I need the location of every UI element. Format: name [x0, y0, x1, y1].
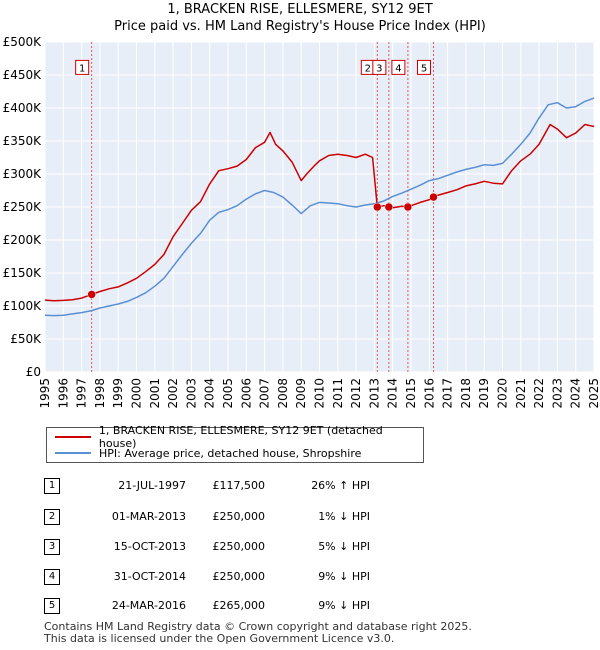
y-tick-label: £500K — [3, 35, 43, 49]
transaction-date: 24-MAR-2016 — [111, 599, 186, 612]
y-tick-label: £400K — [3, 101, 43, 115]
x-tick-label: 1998 — [93, 378, 107, 409]
table-row: 1 21-JUL-1997 £117,500 26% ↑ HPI — [0, 476, 600, 500]
sale-point — [384, 202, 394, 212]
transaction-hpi: 5% ↓ HPI — [318, 540, 370, 553]
legend: 1, BRACKEN RISE, ELLESMERE, SY12 9ET (de… — [46, 424, 424, 463]
transaction-hpi: 1% ↓ HPI — [318, 510, 370, 523]
x-tick-label: 2019 — [477, 378, 491, 409]
legend-swatch-hpi — [55, 452, 91, 454]
x-tick-label: 2002 — [166, 378, 180, 409]
transaction-date: 21-JUL-1997 — [118, 479, 186, 492]
y-tick-label: £450K — [3, 68, 43, 82]
sale-point — [87, 290, 96, 299]
x-tick-label: 2005 — [221, 378, 235, 409]
transaction-price: £250,000 — [212, 510, 266, 523]
sale-marker-box — [75, 59, 90, 75]
x-tick-label: 1997 — [75, 378, 89, 409]
transaction-hpi: 9% ↓ HPI — [318, 570, 370, 583]
transaction-number: 3 — [44, 539, 60, 555]
legend-swatch-property — [55, 436, 91, 438]
footer-copyright: Contains HM Land Registry data © Crown c… — [44, 620, 472, 633]
x-tick-label: 2004 — [203, 378, 217, 409]
transaction-date: 15-OCT-2013 — [113, 540, 186, 553]
legend-item-property: 1, BRACKEN RISE, ELLESMERE, SY12 9ET (de… — [55, 424, 423, 450]
footer-licence: This data is licensed under the Open Gov… — [44, 632, 395, 645]
x-tick-label: 2023 — [550, 378, 564, 409]
x-tick-label: 1999 — [111, 378, 125, 409]
x-tick-label: 1996 — [56, 378, 70, 409]
y-tick-label: £50K — [10, 332, 42, 346]
x-tick-label: 2007 — [258, 378, 272, 409]
table-row: 4 31-OCT-2014 £250,000 9% ↓ HPI — [0, 567, 600, 591]
sale-marker-box — [372, 59, 387, 75]
sale-point — [403, 202, 413, 212]
sale-marker-label: 1 — [79, 63, 85, 74]
table-row: 5 24-MAR-2016 £265,000 9% ↓ HPI — [0, 596, 600, 620]
x-tick-label: 2017 — [441, 378, 455, 409]
transaction-date: 31-OCT-2014 — [113, 570, 186, 583]
x-tick-label: 2014 — [386, 378, 400, 409]
x-tick-label: 2012 — [349, 378, 363, 409]
transaction-number: 1 — [44, 478, 60, 494]
sale-point — [429, 192, 438, 202]
y-tick-label: £200K — [3, 233, 43, 247]
x-tick-label: 2021 — [514, 378, 528, 409]
transaction-price: £250,000 — [212, 540, 266, 553]
x-tick-label: 2018 — [459, 378, 473, 409]
x-tick-label: 2000 — [130, 378, 144, 409]
transaction-number: 4 — [44, 569, 60, 585]
x-tick-label: 1995 — [38, 378, 52, 409]
sale-marker-label: 2 — [365, 63, 371, 74]
x-tick-label: 2003 — [184, 378, 198, 409]
transaction-price: £117,500 — [212, 479, 266, 492]
legend-item-hpi: HPI: Average price, detached house, Shro… — [55, 445, 361, 461]
x-tick-label: 2011 — [331, 378, 345, 409]
chart-subtitle: Price paid vs. HM Land Registry's House … — [114, 19, 486, 34]
chart-title: 1, BRACKEN RISE, ELLESMERE, SY12 9ET — [167, 2, 433, 17]
price-chart: £0 £50K £100K £150K £200K £250K £300K £350K £400… — [3, 35, 600, 409]
transaction-date: 01-MAR-2013 — [111, 510, 186, 523]
x-tick-label: 2010 — [313, 378, 327, 409]
table-row: 3 15-OCT-2013 £250,000 5% ↓ HPI — [0, 537, 600, 561]
transaction-price: £265,000 — [212, 599, 266, 612]
x-tick-label: 2013 — [367, 378, 381, 409]
y-tick-label: £100K — [3, 299, 43, 313]
sale-marker-label: 5 — [421, 63, 427, 74]
y-tick-label: £250K — [3, 200, 43, 214]
x-tick-label: 2008 — [276, 378, 290, 409]
x-tick-label: 2025 — [587, 378, 600, 409]
y-tick-label: £150K — [3, 266, 43, 280]
sale-marker-box — [417, 59, 432, 75]
y-tick-label: £300K — [3, 167, 43, 181]
legend-label-property: 1, BRACKEN RISE, ELLESMERE, SY12 9ET (de… — [98, 424, 383, 450]
y-tick-label: £0 — [26, 365, 41, 379]
y-tick-label: £350K — [3, 134, 43, 148]
transaction-hpi: 26% ↑ HPI — [311, 479, 370, 492]
sale-point — [373, 202, 382, 212]
x-tick-label: 2022 — [532, 378, 546, 409]
table-row: 2 01-MAR-2013 £250,000 1% ↓ HPI — [0, 507, 600, 531]
x-tick-label: 2001 — [148, 378, 162, 409]
x-tick-label: 2016 — [422, 378, 436, 409]
transaction-hpi: 9% ↓ HPI — [318, 599, 370, 612]
transaction-price: £250,000 — [212, 570, 266, 583]
hpi-line — [44, 97, 595, 317]
sale-marker-label: 4 — [395, 63, 401, 74]
x-tick-label: 2009 — [294, 378, 308, 409]
sale-marker-box — [391, 59, 406, 75]
x-tick-label: 2006 — [239, 378, 253, 409]
property-price-line — [44, 123, 595, 302]
x-tick-label: 2024 — [569, 378, 583, 409]
x-tick-label: 2015 — [404, 378, 418, 409]
x-tick-label: 2020 — [496, 378, 510, 409]
sale-marker-label: 3 — [376, 63, 382, 74]
legend-label-hpi: HPI: Average price, detached house, Shro… — [99, 446, 362, 460]
transaction-number: 5 — [44, 598, 60, 614]
transaction-number: 2 — [44, 509, 60, 525]
